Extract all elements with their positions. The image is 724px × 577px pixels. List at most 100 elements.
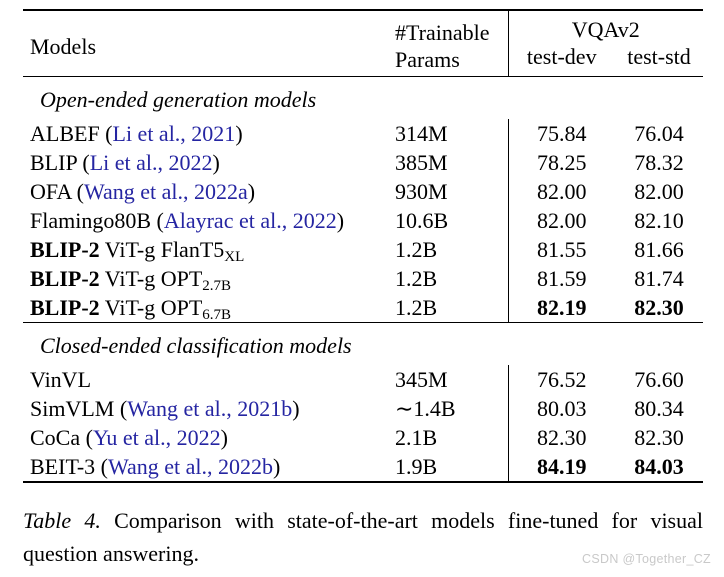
column-header-params: #Trainable Params <box>388 10 508 77</box>
test-std-cell: 81.74 <box>634 266 684 291</box>
model-cell: BLIP-2 ViT-g OPT6.7B <box>23 293 388 323</box>
test-std-cell: 82.00 <box>634 179 684 204</box>
section-title: Open-ended generation models <box>40 87 317 112</box>
model-name-suffix: ) <box>336 208 345 233</box>
test-std-cell: 78.32 <box>634 150 684 175</box>
test-dev-cell: 81.55 <box>507 235 615 264</box>
params-cell: 314M <box>395 121 448 146</box>
model-subscript: 2.7B <box>202 278 232 294</box>
caption-label: Table 4. <box>23 508 101 533</box>
model-name-suffix: ) <box>235 121 243 146</box>
model-name: BLIP ( <box>30 150 90 175</box>
test-std-cell: 76.04 <box>634 121 684 146</box>
test-dev-cell: 82.00 <box>507 206 615 235</box>
test-std-cell: 76.60 <box>634 367 684 392</box>
table-row: ALBEF (Li et al., 2021) 314M 75.84 76.04 <box>23 119 703 148</box>
params-header-line1: #Trainable <box>395 20 490 45</box>
model-name-suffix: ) <box>292 396 300 421</box>
params-cell: 1.2B <box>395 266 438 291</box>
table-row: CoCa (Yu et al., 2022) 2.1B 82.30 82.30 <box>23 423 703 452</box>
test-dev-cell: 82.00 <box>507 177 615 206</box>
citation-link[interactable]: Li et al., 2022 <box>89 150 213 175</box>
model-cell: SimVLM (Wang et al., 2021b) <box>23 394 388 423</box>
model-name: ViT-g OPT <box>99 266 203 291</box>
model-cell: Flamingo80B (Alayrac et al., 2022) <box>23 206 388 235</box>
params-cell: 385M <box>395 150 448 175</box>
model-name-suffix: ) <box>220 425 228 450</box>
test-dev-cell: 82.19 <box>507 293 615 323</box>
section-header-row: Open-ended generation models <box>23 77 703 120</box>
test-std-cell: 81.66 <box>634 237 684 262</box>
params-header-line2: Params <box>395 47 460 72</box>
table-row: BLIP-2 ViT-g FlanT5XL 1.2B 81.55 81.66 <box>23 235 703 265</box>
table-caption: Table 4. Comparison with state-of-the-ar… <box>23 504 703 570</box>
model-subscript: XL <box>224 249 245 265</box>
params-cell: ∼1.4B <box>395 396 456 421</box>
table-row: BLIP-2 ViT-g OPT2.7B 1.2B 81.59 81.74 <box>23 264 703 294</box>
model-name: BEIT-3 ( <box>30 454 109 479</box>
model-cell: BLIP-2 ViT-g FlanT5XL <box>23 235 388 265</box>
model-name-suffix: ) <box>212 150 220 175</box>
test-dev-cell: 81.59 <box>507 264 615 293</box>
model-name: OFA ( <box>30 179 84 204</box>
model-name: VinVL <box>30 367 92 392</box>
column-header-models: Models <box>30 33 96 59</box>
citation-link[interactable]: Yu et al., 2022 <box>92 425 221 450</box>
model-name: CoCa ( <box>30 425 93 450</box>
model-name: Flamingo80B ( <box>30 208 164 233</box>
test-std-cell: 82.10 <box>634 208 684 233</box>
model-name: ViT-g FlanT5 <box>99 237 225 262</box>
test-std-cell: 82.30 <box>634 295 684 320</box>
citation-link[interactable]: Wang et al., 2022a <box>84 179 248 204</box>
model-cell: ALBEF (Li et al., 2021) <box>23 119 388 148</box>
test-std-cell: 82.30 <box>634 425 684 450</box>
section-open-ended: Open-ended generation models ALBEF (Li e… <box>23 77 703 323</box>
model-cell: CoCa (Yu et al., 2022) <box>23 423 388 452</box>
params-cell: 2.1B <box>395 425 438 450</box>
table-row: Flamingo80B (Alayrac et al., 2022) 10.6B… <box>23 206 703 235</box>
params-cell: 930M <box>395 179 448 204</box>
model-cell: VinVL <box>23 365 388 394</box>
citation-link[interactable]: Wang et al., 2021b <box>127 396 293 421</box>
table-row: BLIP-2 ViT-g OPT6.7B 1.2B 82.19 82.30 <box>23 293 703 323</box>
table-row: OFA (Wang et al., 2022a) 930M 82.00 82.0… <box>23 177 703 206</box>
paper-table-figure: Models #Trainable Params VQAv2 test-dev … <box>23 9 703 570</box>
model-name: ALBEF ( <box>30 121 113 146</box>
table-row: VinVL 345M 76.52 76.60 <box>23 365 703 394</box>
section-closed-ended: Closed-ended classification models VinVL… <box>23 322 703 482</box>
model-name-bold: BLIP-2 <box>30 295 100 320</box>
params-cell: 1.2B <box>395 295 438 320</box>
section-title: Closed-ended classification models <box>40 333 352 358</box>
model-cell: BLIP (Li et al., 2022) <box>23 148 388 177</box>
test-std-cell: 84.03 <box>634 454 684 479</box>
params-cell: 10.6B <box>395 208 449 233</box>
column-header-test-std: test-std <box>627 44 691 69</box>
model-name-bold: BLIP-2 <box>30 237 100 262</box>
model-cell: BLIP-2 ViT-g OPT2.7B <box>23 264 388 294</box>
caption-text: Comparison with state-of-the-art models … <box>23 508 703 566</box>
section-header-row: Closed-ended classification models <box>23 323 703 366</box>
model-subscript: 6.7B <box>202 307 232 323</box>
test-dev-cell: 84.19 <box>507 452 615 482</box>
model-name-suffix: ) <box>247 179 256 204</box>
params-cell: 1.9B <box>395 454 438 479</box>
test-dev-cell: 76.52 <box>507 365 615 394</box>
column-header-test-dev: test-dev <box>507 43 615 77</box>
table-row: SimVLM (Wang et al., 2021b) ∼1.4B 80.03 … <box>23 394 703 423</box>
test-dev-cell: 82.30 <box>507 423 615 452</box>
citation-link[interactable]: Li et al., 2021 <box>112 121 236 146</box>
test-dev-cell: 78.25 <box>507 148 615 177</box>
test-std-cell: 80.34 <box>634 396 684 421</box>
citation-link[interactable]: Wang et al., 2022b <box>108 454 274 479</box>
test-dev-cell: 80.03 <box>507 394 615 423</box>
model-name-suffix: ) <box>273 454 281 479</box>
model-cell: OFA (Wang et al., 2022a) <box>23 177 388 206</box>
citation-link[interactable]: Alayrac et al., 2022 <box>163 208 337 233</box>
test-dev-cell: 75.84 <box>507 119 615 148</box>
model-name: ViT-g OPT <box>99 295 203 320</box>
params-cell: 1.2B <box>395 237 438 262</box>
table-header: Models #Trainable Params VQAv2 test-dev … <box>23 10 703 77</box>
params-cell: 345M <box>395 367 448 392</box>
column-group-vqav2: VQAv2 <box>507 10 703 43</box>
model-cell: BEIT-3 (Wang et al., 2022b) <box>23 452 388 482</box>
